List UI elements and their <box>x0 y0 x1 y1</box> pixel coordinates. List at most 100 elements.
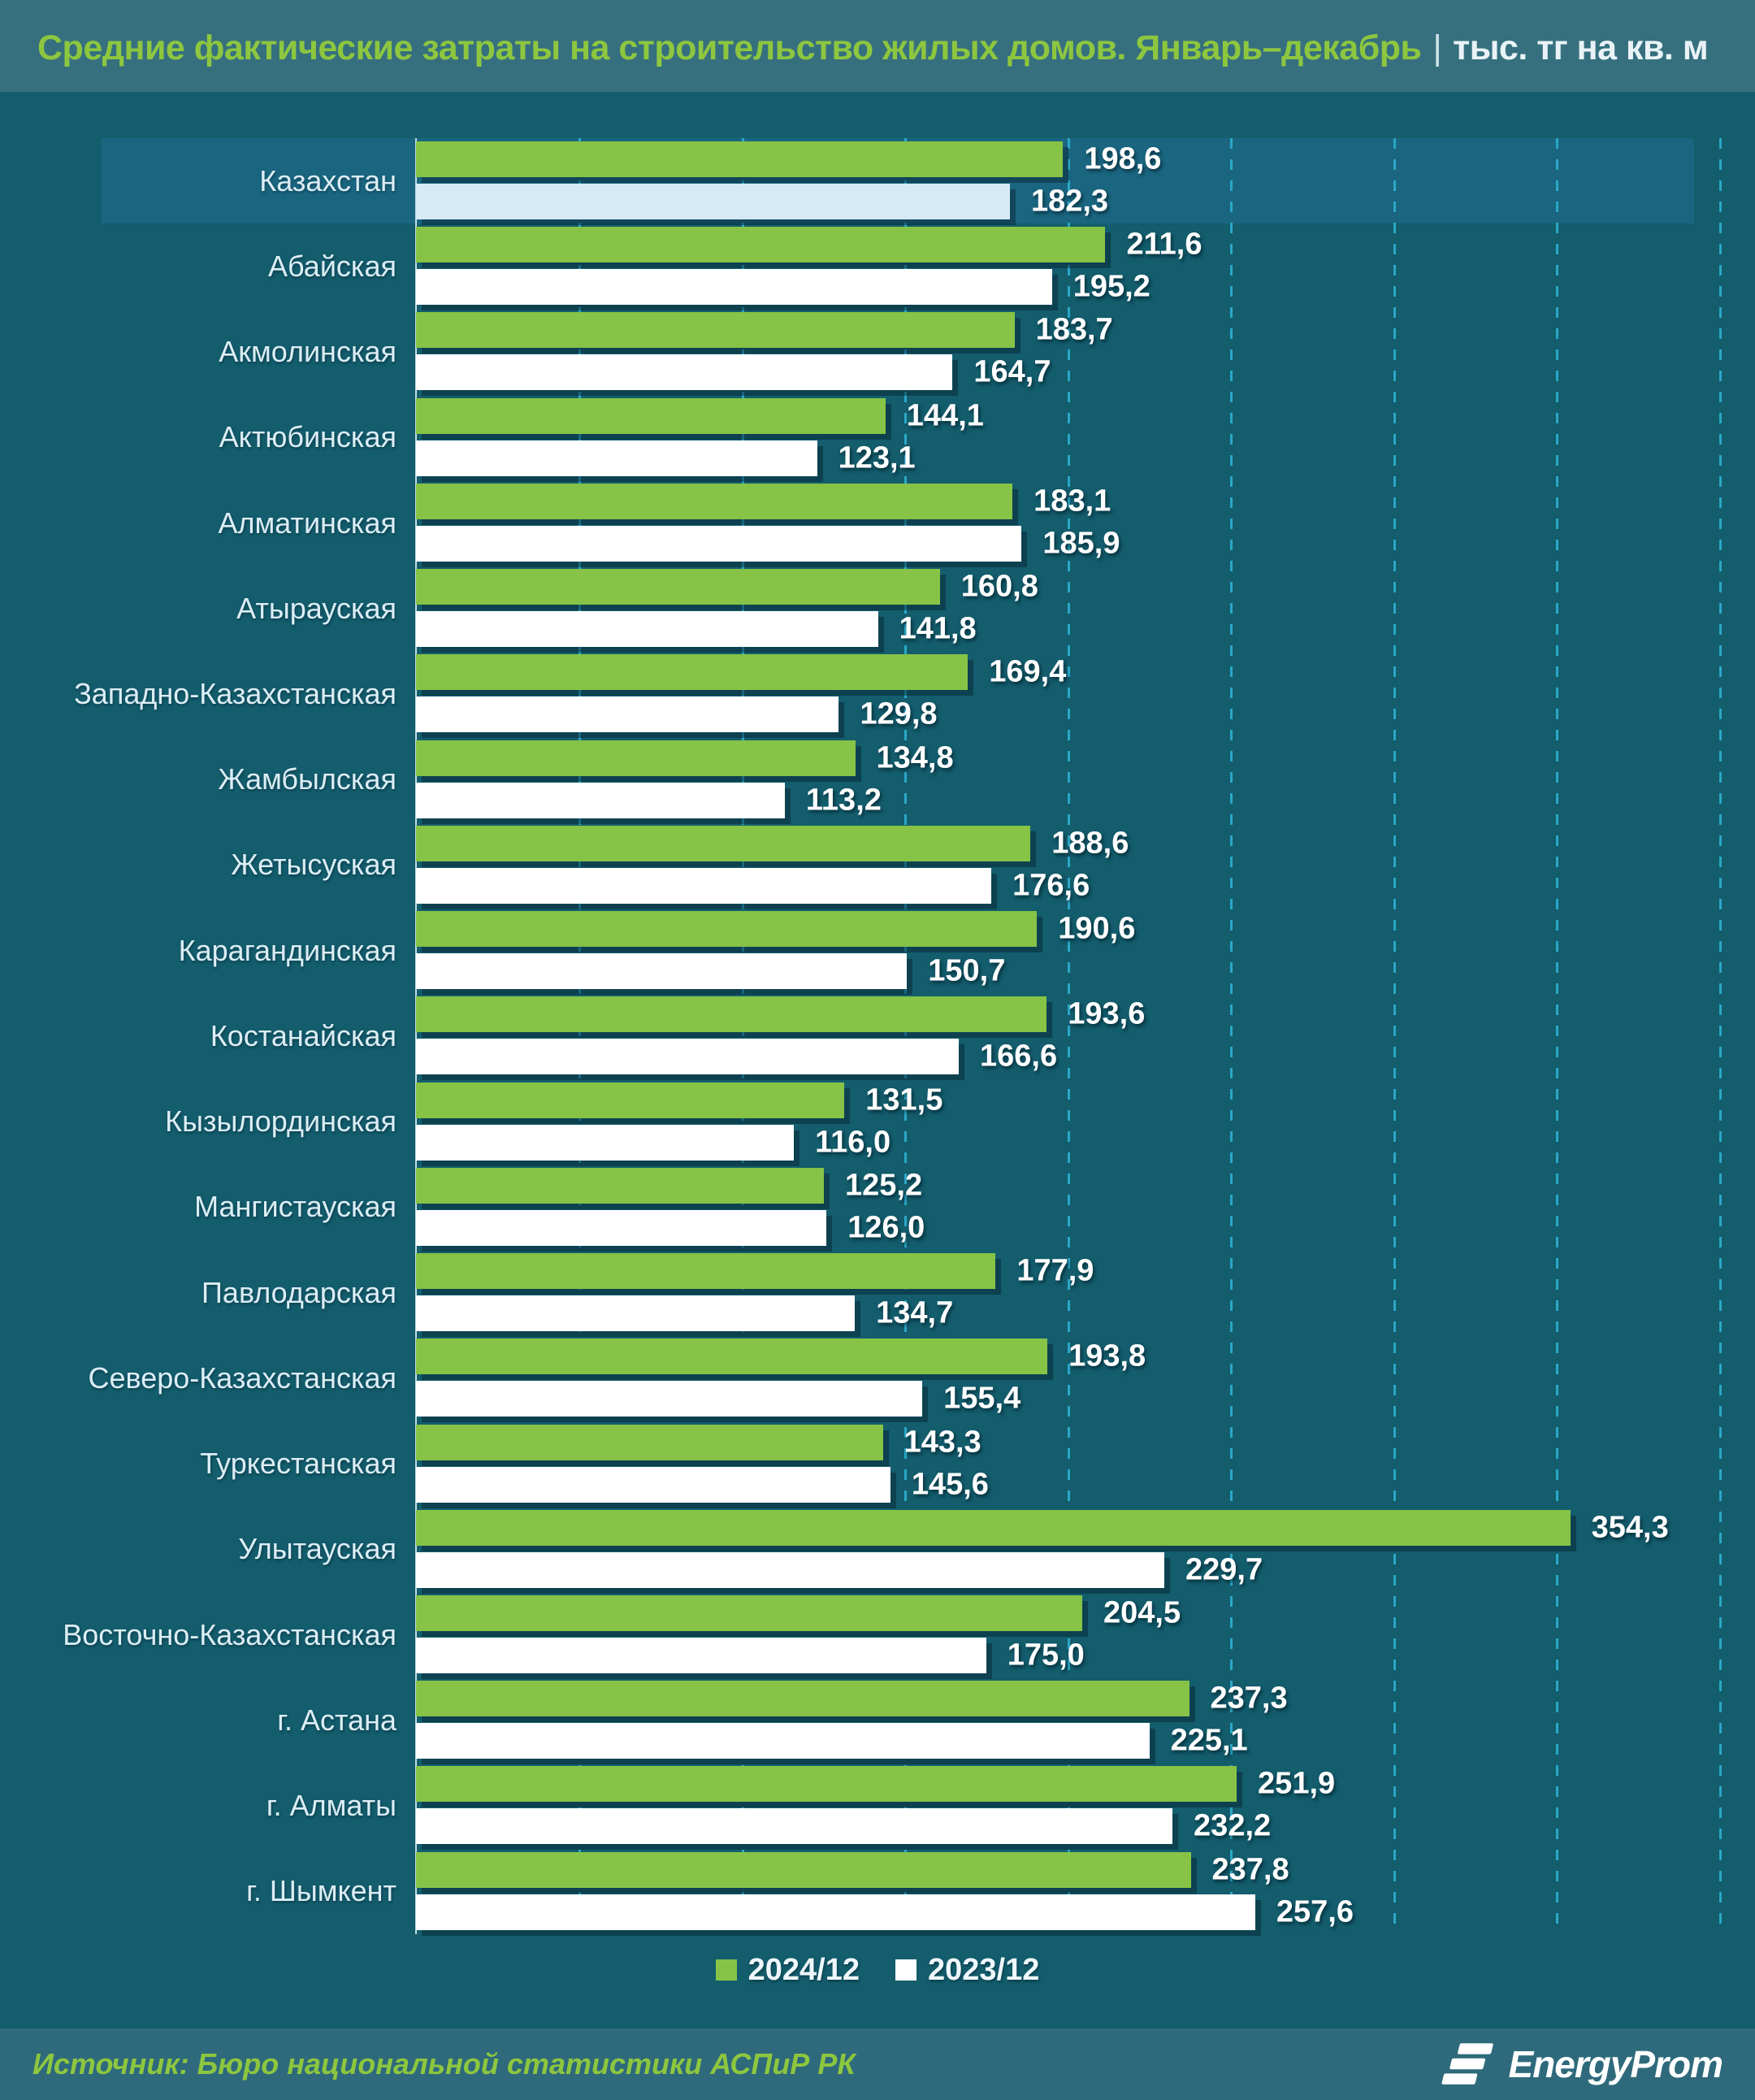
energyprom-logo-text: EnergyProm <box>1508 2043 1723 2085</box>
value-label-2023: 145,6 <box>911 1467 989 1502</box>
row-plot: 354,3 229,7 <box>416 1507 1755 1592</box>
row-plot: 237,8 257,6 <box>416 1849 1755 1934</box>
bar-2024 <box>416 1766 1237 1803</box>
row-plot: 144,1 123,1 <box>416 395 1755 480</box>
bar-2023 <box>416 953 908 990</box>
row-plot: 193,8 155,4 <box>416 1335 1755 1421</box>
category-label: г. Шымкент <box>246 1874 396 1908</box>
bar-2024 <box>416 1681 1190 1717</box>
axis-line <box>415 138 417 1934</box>
bar-2024 <box>416 911 1038 948</box>
legend-label-2023: 2023/12 <box>928 1952 1040 1987</box>
category-label: Жамбылская <box>218 762 396 796</box>
value-label-2024: 160,8 <box>960 569 1038 604</box>
value-label-2024: 183,7 <box>1035 312 1113 347</box>
footer: Источник: Бюро национальной статистики А… <box>0 2028 1755 2100</box>
value-label-2024: 169,4 <box>989 654 1067 689</box>
bar-chart: Казахстан 198,6 182,3 Абайская 211,6 195,2 Акм… <box>0 138 1755 1934</box>
bar-row: Казахстан 198,6 182,3 <box>0 138 1755 223</box>
bar-row: Атырауская 160,8 141,8 <box>0 566 1755 651</box>
value-label-2024: 193,6 <box>1068 996 1146 1031</box>
row-plot: 134,8 113,2 <box>416 737 1755 822</box>
value-label-2023: 113,2 <box>805 783 882 818</box>
bar-2024 <box>416 312 1015 349</box>
value-label-2024: 198,6 <box>1084 141 1162 176</box>
value-label-2024: 188,6 <box>1051 826 1129 861</box>
category-label: Абайская <box>268 249 396 283</box>
row-plot: 204,5 175,0 <box>416 1592 1755 1677</box>
bar-2023 <box>416 1209 827 1246</box>
category-label: Акмолинская <box>219 335 396 369</box>
value-label-2023: 257,6 <box>1276 1894 1354 1929</box>
bar-row: Мангистауская 125,2 126,0 <box>0 1165 1755 1250</box>
value-label-2023: 182,3 <box>1030 184 1109 219</box>
bar-2023 <box>416 354 953 391</box>
value-label-2023: 129,8 <box>860 696 938 731</box>
bar-2023 <box>416 1637 986 1673</box>
legend-label-2024: 2024/12 <box>748 1952 860 1987</box>
value-label-2024: 193,8 <box>1068 1339 1146 1373</box>
value-label-2024: 183,1 <box>1034 484 1112 518</box>
row-plot: 198,6 182,3 <box>416 138 1755 223</box>
row-plot: 169,4 129,8 <box>416 651 1755 736</box>
bar-row: Восточно-Казахстанская 204,5 175,0 <box>0 1592 1755 1677</box>
bar-2023 <box>416 1124 795 1161</box>
bar-2024 <box>416 1509 1571 1546</box>
value-label-2023: 123,1 <box>838 440 916 475</box>
value-label-2023: 166,6 <box>980 1039 1058 1074</box>
category-label: Восточно-Казахстанская <box>63 1617 396 1651</box>
category-label: Карагандинская <box>178 933 396 967</box>
bar-row: Костанайская 193,6 166,6 <box>0 993 1755 1078</box>
row-plot: 237,3 225,1 <box>416 1677 1755 1763</box>
bar-2023 <box>416 782 785 818</box>
energyprom-logo: EnergyProm <box>1441 2037 1723 2091</box>
value-label-2024: 211,6 <box>1126 227 1202 262</box>
bar-2024 <box>416 227 1106 263</box>
bar-row: Абайская 211,6 195,2 <box>0 223 1755 309</box>
value-label-2024: 143,3 <box>904 1425 982 1460</box>
category-label: г. Алматы <box>266 1789 396 1823</box>
category-label: Костанайская <box>210 1018 396 1052</box>
bar-2024 <box>416 1851 1191 1888</box>
bar-2023 <box>416 1808 1173 1845</box>
bar-2023 <box>416 269 1052 306</box>
category-label: Атырауская <box>236 591 396 625</box>
bar-row: Кызылординская 131,5 116,0 <box>0 1079 1755 1165</box>
value-label-2023: 141,8 <box>899 611 977 646</box>
source-text: Источник: Бюро национальной статистики А… <box>32 2047 856 2080</box>
category-label: Павлодарская <box>202 1275 396 1309</box>
header: Средние фактические затраты на строитель… <box>0 0 1755 92</box>
bar-2024 <box>416 996 1047 1033</box>
category-label: Алматинская <box>218 505 396 540</box>
value-label-2023: 225,1 <box>1170 1723 1248 1758</box>
bar-2024 <box>416 141 1064 177</box>
bar-2023 <box>416 525 1022 562</box>
bar-row: Северо-Казахстанская 193,8 155,4 <box>0 1335 1755 1421</box>
legend-swatch-2024 <box>715 1959 737 1981</box>
title-separator: | <box>1432 28 1442 67</box>
value-label-2024: 237,3 <box>1210 1681 1288 1716</box>
value-label-2024: 190,6 <box>1058 911 1136 946</box>
category-label: Улытауская <box>238 1532 396 1566</box>
row-plot: 211,6 195,2 <box>416 223 1755 309</box>
value-label-2024: 251,9 <box>1258 1766 1336 1801</box>
bar-2023 <box>416 696 839 733</box>
value-label-2024: 177,9 <box>1016 1253 1094 1288</box>
bar-2024 <box>416 1595 1082 1631</box>
energyprom-logo-icon <box>1441 2043 1494 2085</box>
legend: 2024/12 2023/12 <box>0 1944 1755 1996</box>
value-label-2024: 204,5 <box>1103 1595 1181 1630</box>
legend-item-2024: 2024/12 <box>715 1952 860 1988</box>
bar-2023 <box>416 1723 1150 1759</box>
bar-2024 <box>416 483 1013 519</box>
value-label-2023: 164,7 <box>973 354 1051 389</box>
value-label-2023: 175,0 <box>1007 1638 1085 1673</box>
value-label-2024: 125,2 <box>845 1168 923 1203</box>
value-label-2024: 354,3 <box>1591 1510 1669 1545</box>
title-main: Средние фактические затраты на строитель… <box>37 28 1422 67</box>
row-plot: 177,9 134,7 <box>416 1250 1755 1335</box>
bar-2024 <box>416 569 940 605</box>
bar-2024 <box>416 654 968 691</box>
bar-2023 <box>416 1381 923 1417</box>
